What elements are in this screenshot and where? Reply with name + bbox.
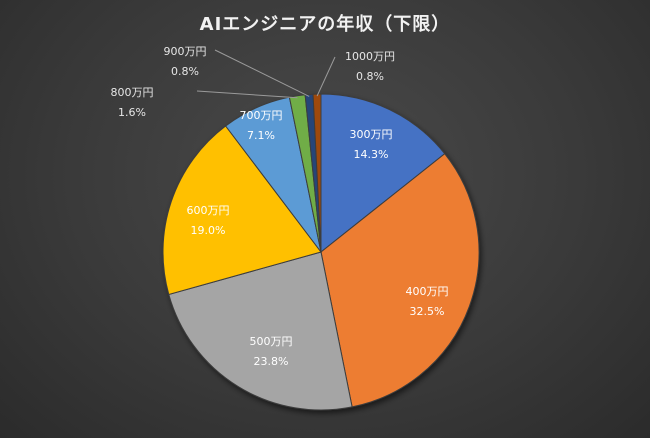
- slice-category-label: 700万円: [240, 109, 283, 122]
- leader-line-800万円: [196, 90, 298, 99]
- slice-category-label: 800万円: [111, 86, 154, 99]
- pie-slice-500万円: [168, 251, 353, 411]
- pie-slice-1000万円: [312, 93, 322, 253]
- slice-value-label: 23.8%: [254, 355, 289, 368]
- slice-value-label: 1.6%: [118, 106, 146, 119]
- slice-value-label: 0.8%: [171, 65, 199, 78]
- slice-value-label: 32.5%: [410, 305, 445, 318]
- slice-category-label: 600万円: [187, 204, 230, 217]
- slice-value-label: 14.3%: [354, 148, 389, 161]
- chart-title: AIエンジニアの年収（下限）: [199, 14, 451, 35]
- slice-value-label: 7.1%: [247, 129, 275, 142]
- slice-category-label: 300万円: [350, 128, 393, 141]
- pie-slice-400万円: [320, 153, 480, 408]
- pie-slice-300万円: [320, 93, 446, 254]
- slice-category-label: 900万円: [164, 45, 207, 58]
- slice-category-label: 1000万円: [345, 50, 395, 63]
- slice-category-label: 500万円: [250, 335, 293, 348]
- leader-line-1000万円: [316, 56, 336, 97]
- leader-line-900万円: [214, 49, 310, 97]
- slice-category-label: 400万円: [406, 285, 449, 298]
- slice-value-label: 19.0%: [191, 224, 226, 237]
- pie-slice-600万円: [162, 125, 322, 296]
- slice-value-label: 0.8%: [356, 70, 384, 83]
